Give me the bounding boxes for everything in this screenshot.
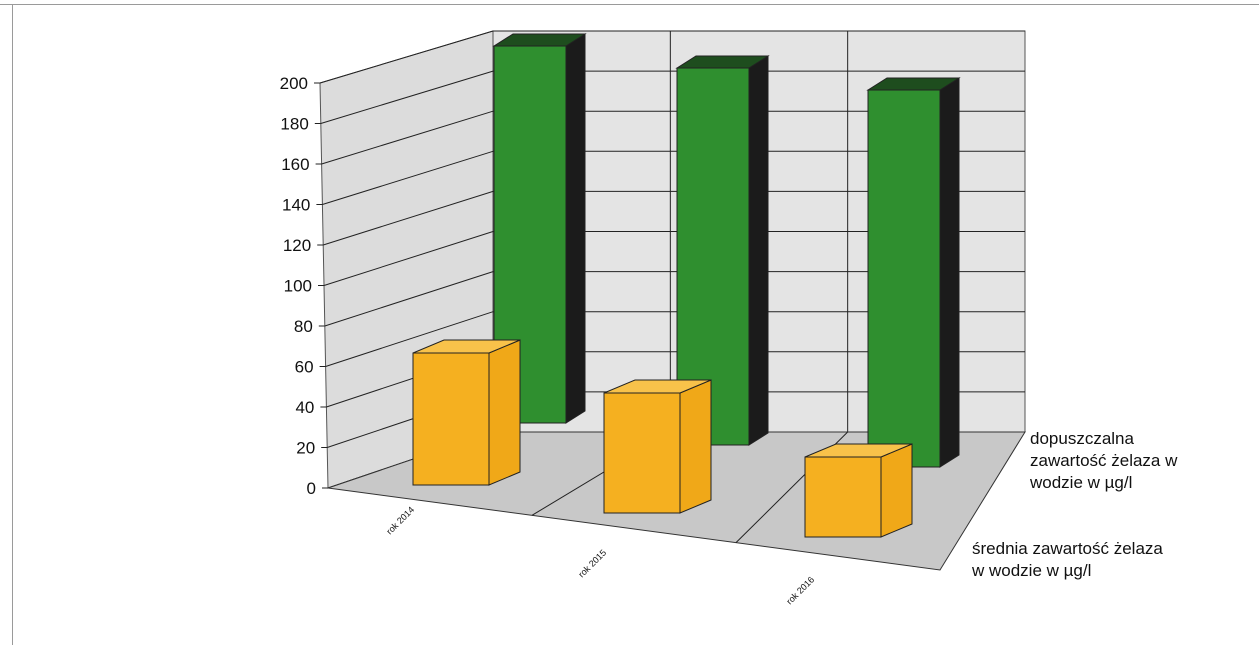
bar-average-3-side-face (880, 443, 913, 538)
y-axis-ticks: 0 20 40 60 80 100 120 140 160 180 200 (280, 74, 328, 498)
side-gridline (321, 110, 494, 165)
legend-text-line: dopuszczalna (1030, 429, 1135, 448)
bar-allowed-3-front-face (867, 89, 941, 468)
frame-left-border (12, 4, 13, 645)
side-gridline (325, 311, 494, 367)
legend-entry-2: średnia zawartość żelaza w wodzie w µg/l (971, 539, 1163, 580)
bar-average-1 (412, 339, 521, 486)
series-allowed-bars (492, 33, 961, 468)
bar-average-2-front-face (603, 392, 681, 514)
x-category-label: rok 2014 (384, 505, 416, 537)
y-tick-label: 100 (284, 277, 312, 296)
y-tick-label: 40 (295, 398, 314, 417)
side-gridline (323, 190, 494, 246)
y-tick-label: 140 (282, 196, 310, 215)
bar-average-3-front-face (804, 456, 882, 538)
bar-allowed-3-top-face (866, 77, 961, 91)
side-gridline (323, 231, 494, 286)
y-tick-label: 200 (280, 74, 308, 93)
bar-allowed-2-top-face (675, 55, 770, 69)
bar-average-1-side-face (488, 339, 521, 486)
y-tick-label: 160 (281, 155, 309, 174)
x-category-label: rok 2016 (784, 575, 816, 607)
y-tick-label: 80 (294, 317, 313, 336)
y-tick-label: 60 (295, 358, 314, 377)
bar-allowed-3 (866, 77, 961, 468)
bar-average-1-front-face (412, 352, 490, 486)
bar-average-2-top-face (603, 379, 712, 394)
side-gridline (320, 70, 494, 124)
legend-text-line: wodzie w µg/l (1029, 473, 1132, 492)
bar-allowed-3-side-face (939, 77, 960, 468)
side-gridline (322, 150, 494, 205)
bar-allowed-2 (675, 55, 770, 446)
bar-average-2 (603, 379, 712, 514)
legend-text-line: zawartość żelaza w (1030, 451, 1178, 470)
side-gridline (324, 271, 494, 327)
y-tick-label: 20 (296, 439, 315, 458)
legend-entry-1: dopuszczalna zawartość żelaza w wodzie w µ… (1029, 429, 1178, 492)
bar-allowed-1-top-face (492, 33, 587, 47)
bar-allowed-1-side-face (565, 33, 586, 424)
frame-top-border (0, 4, 1259, 5)
chart-legend: dopuszczalna zawartość żelaza w wodzie w µ… (971, 429, 1178, 580)
legend-text-line: w wodzie w µg/l (971, 561, 1091, 580)
x-category-label: rok 2015 (576, 548, 608, 580)
bar-average-3-top-face (804, 443, 913, 458)
legend-text-line: średnia zawartość żelaza (972, 539, 1163, 558)
y-tick-label: 0 (307, 479, 316, 498)
bar-allowed-1 (492, 33, 587, 424)
series-average-bars (412, 339, 913, 538)
y-tick-label: 180 (280, 115, 308, 134)
bar-average-3 (804, 443, 913, 538)
side-gridline (319, 30, 494, 84)
bar-average-1-top-face (412, 339, 521, 354)
bar-allowed-2-side-face (748, 55, 769, 446)
y-tick-label: 120 (283, 236, 311, 255)
bar-average-2-side-face (679, 379, 712, 514)
